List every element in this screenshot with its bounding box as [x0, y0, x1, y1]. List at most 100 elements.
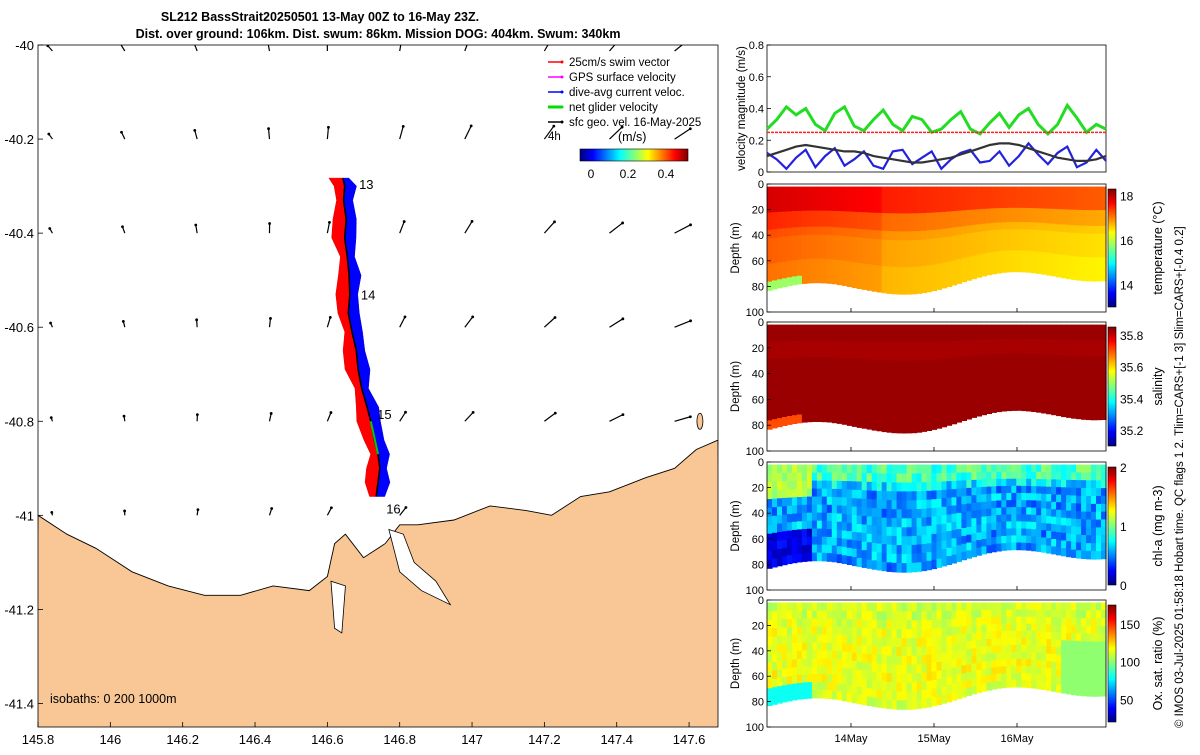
heatmap-cell [842, 693, 848, 702]
heatmap-cell [917, 204, 923, 214]
heatmap-cell [837, 276, 843, 285]
heatmap-cell [852, 333, 858, 342]
heatmap-cell [797, 521, 803, 530]
geo-velocity-arrow-head [329, 316, 332, 319]
heatmap-cell [1041, 332, 1047, 340]
heatmap-cell [917, 673, 923, 682]
heatmap-cell [922, 284, 928, 293]
heatmap-cell [792, 325, 798, 334]
heatmap-cell [857, 204, 863, 213]
heatmap-cell [877, 517, 883, 526]
heatmap-cell [1021, 645, 1027, 653]
heatmap-cell [852, 212, 858, 221]
heatmap-cell [1086, 527, 1092, 536]
heatmap-cell [1091, 488, 1097, 497]
heatmap-cell [787, 676, 793, 685]
heatmap-cell [1021, 638, 1027, 646]
heatmap-cell [787, 187, 793, 196]
heatmap-cell [867, 264, 873, 273]
heatmap-cell [1081, 496, 1087, 504]
heatmap-cell [892, 352, 898, 362]
heatmap-cell [902, 240, 908, 250]
heatmap-cell [782, 262, 788, 271]
heatmap-cell [952, 514, 958, 523]
heatmap-cell [1056, 262, 1062, 270]
heatmap-cell [991, 354, 997, 362]
heatmap-cell [782, 245, 788, 254]
heatmap-cell [991, 537, 997, 545]
heatmap-cell [937, 264, 943, 273]
heatmap-cell [1071, 194, 1077, 202]
heatmap-cell [1081, 465, 1087, 473]
heatmap-cell [1071, 371, 1077, 379]
heatmap-cell [1036, 603, 1042, 611]
heatmap-cell [1046, 187, 1052, 195]
heatmap-cell [1086, 496, 1092, 505]
heatmap-cell [991, 216, 997, 224]
heatmap-cell [912, 343, 918, 353]
heatmap-cell [797, 398, 803, 407]
heatmap-colorbar-label: temperature (°C) [1151, 201, 1165, 294]
heatmap-cell [986, 253, 992, 261]
heatmap-cell [822, 497, 828, 506]
heatmap-cell [1051, 362, 1057, 370]
heatmap-cell [1081, 210, 1087, 218]
heatmap-cell [1041, 508, 1047, 516]
legend-swatch-head [561, 121, 564, 124]
heatmap-cell [1011, 479, 1017, 487]
heatmap-cell [862, 281, 868, 290]
heatmap-cell [887, 249, 893, 258]
heatmap-cell [862, 696, 868, 705]
heatmap-cell [966, 265, 972, 273]
heatmap-cell [807, 611, 813, 620]
heatmap-cell [882, 351, 888, 361]
heatmap-cell [1016, 396, 1022, 404]
map-x-tick-label: 145.8 [22, 732, 55, 747]
heatmap-cell [1056, 502, 1062, 510]
heatmap-cell [966, 472, 972, 480]
heatmap-cell [1001, 325, 1007, 333]
heatmap-cell [942, 342, 948, 351]
heatmap-cell [867, 482, 873, 491]
heatmap-cell [1096, 520, 1102, 529]
heatmap-cell [842, 277, 848, 286]
heatmap-cell [1041, 653, 1047, 661]
heatmap-cell [1016, 624, 1022, 632]
heatmap-cell [837, 505, 843, 514]
heatmap-cell [1051, 640, 1057, 648]
heatmap-cell [827, 529, 833, 538]
heatmap-cell [1031, 681, 1037, 689]
heatmap-cell [792, 692, 798, 701]
heatmap-cell [827, 473, 833, 482]
heatmap-cell [852, 325, 858, 334]
heatmap-cell [1001, 603, 1007, 611]
heatmap-cell [927, 274, 933, 283]
heatmap-cell [991, 617, 997, 625]
heatmap-cell [872, 543, 878, 552]
heatmap-cell [952, 203, 958, 212]
heatmap-cell [956, 553, 962, 562]
heatmap-cell [852, 515, 858, 524]
heatmap-cell [1021, 465, 1027, 473]
heatmap-cell [862, 499, 868, 508]
heatmap-cell [956, 365, 962, 374]
heatmap-cell [1006, 507, 1012, 515]
heatmap-cell [862, 402, 868, 411]
time-x-tick-label: 15May [917, 733, 951, 745]
heatmap-cell [971, 332, 977, 340]
heatmap-cell [927, 672, 933, 681]
heatmap-cell [932, 386, 938, 395]
heatmap-cell [1071, 348, 1077, 356]
heatmap-cell [981, 487, 987, 495]
heatmap-cell [812, 690, 818, 699]
heatmap-cell [912, 397, 918, 407]
heatmap-cell [1036, 501, 1042, 509]
heatmap-cell [812, 187, 818, 196]
heatmap-cell [842, 333, 848, 342]
heatmap-cell [971, 671, 977, 679]
heatmap-cell [837, 619, 843, 628]
heatmap-cell [981, 194, 987, 202]
heatmap-cell [897, 397, 903, 407]
heatmap-cell [872, 637, 878, 646]
heatmap-cell [772, 195, 778, 204]
